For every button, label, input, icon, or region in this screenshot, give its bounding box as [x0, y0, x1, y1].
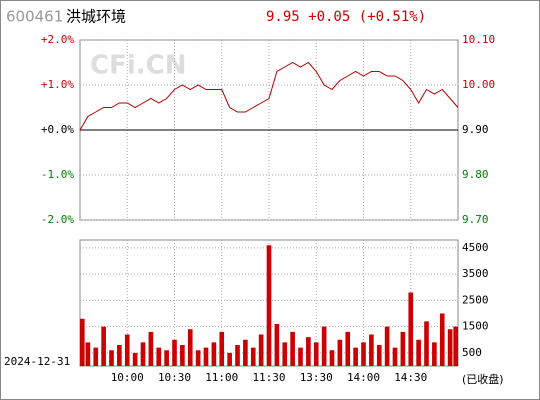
- volume-bar: [274, 324, 280, 366]
- volume-bar: [164, 350, 169, 366]
- volume-bar: [85, 342, 91, 366]
- y-tick-label: 4500: [462, 241, 489, 254]
- volume-bar: [353, 347, 358, 366]
- y2-tick-label: 9.90: [462, 123, 489, 136]
- volume-bar: [235, 345, 240, 366]
- volume-bar: [148, 331, 154, 366]
- status: (已收盘): [462, 372, 504, 386]
- volume-bar: [313, 342, 319, 366]
- y-tick-label: +0.0%: [41, 123, 74, 136]
- y-tick-label: 1500: [462, 320, 489, 333]
- y-tick-label: +2.0%: [41, 33, 74, 46]
- volume-bar: [337, 339, 343, 366]
- volume-bar: [432, 342, 437, 366]
- volume-bar: [298, 347, 303, 366]
- x-tick-label: 10:00: [111, 371, 144, 384]
- volume-bar: [439, 313, 445, 366]
- stock-code: 600461: [6, 8, 63, 26]
- volume-bar: [211, 342, 217, 366]
- volume-bar: [408, 292, 414, 366]
- volume-bar: [219, 331, 225, 366]
- volume-bar: [243, 339, 248, 366]
- volume-bar: [416, 339, 421, 366]
- volume-bar: [282, 342, 288, 366]
- volume-bar: [227, 352, 232, 366]
- volume-bar: [140, 342, 146, 366]
- volume-bar: [345, 331, 351, 366]
- volume-bar: [361, 342, 366, 366]
- volume-bar: [266, 245, 272, 366]
- volume-bar: [156, 347, 162, 366]
- volume-bar: [124, 334, 130, 366]
- volume-bar: [329, 350, 335, 366]
- y2-tick-label: 10.10: [462, 33, 495, 46]
- x-tick-label: 11:00: [205, 371, 238, 384]
- volume-bar: [453, 326, 458, 366]
- volume-bar: [290, 331, 295, 366]
- volume-bar: [93, 347, 99, 366]
- volume-bar: [195, 350, 201, 366]
- x-tick-label: 11:30: [252, 371, 285, 384]
- volume-bar: [187, 329, 193, 366]
- volume-bar: [203, 347, 209, 366]
- volume-bar: [424, 321, 429, 366]
- volume-bar: [447, 329, 453, 366]
- y-tick-label: -2.0%: [41, 213, 74, 226]
- stock-name: 洪城环境: [66, 8, 126, 26]
- volume-bar: [109, 350, 114, 366]
- volume-bar: [306, 337, 311, 366]
- y2-tick-label: 10.00: [462, 78, 495, 91]
- volume-bar: [117, 345, 122, 366]
- y-tick-label: 2500: [462, 293, 489, 306]
- volume-bar: [376, 345, 382, 366]
- x-tick-label: 10:30: [158, 371, 191, 384]
- y-tick-label: -1.0%: [41, 168, 74, 181]
- volume-bar: [132, 352, 138, 366]
- volume-bar: [369, 334, 374, 366]
- price-line: [79, 61, 459, 131]
- y-tick-label: +1.0%: [41, 78, 74, 91]
- volume-bar: [80, 318, 85, 366]
- volume-bar: [400, 331, 406, 366]
- volume-bar: [258, 334, 264, 366]
- x-tick-label: 14:00: [347, 371, 380, 384]
- volume-bar: [384, 326, 390, 366]
- x-tick-label: 14:30: [394, 371, 427, 384]
- watermark: CFi.CN: [90, 51, 186, 81]
- x-tick-label: 13:30: [300, 371, 333, 384]
- date: 2024-12-31: [4, 355, 70, 368]
- volume-bar: [101, 326, 106, 366]
- volume-bar: [172, 339, 177, 366]
- y-tick-label: 500: [462, 346, 482, 359]
- volume-bar: [250, 347, 256, 366]
- y2-tick-label: 9.80: [462, 168, 489, 181]
- y2-tick-label: 9.70: [462, 213, 489, 226]
- volume-bar: [180, 345, 185, 366]
- volume-bar: [321, 326, 327, 366]
- volume-bar: [392, 347, 398, 366]
- quote: 9.95 +0.05 (+0.51%): [266, 9, 426, 25]
- y-tick-label: 3500: [462, 267, 489, 280]
